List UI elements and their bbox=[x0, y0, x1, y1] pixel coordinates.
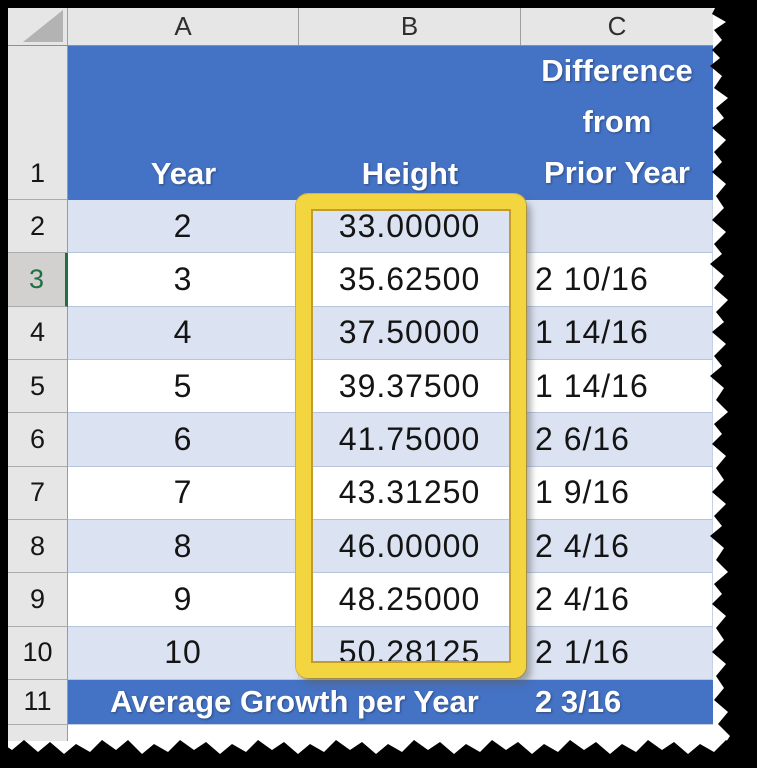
cell-a[interactable]: 6 bbox=[68, 413, 299, 467]
cell-a[interactable]: 3 bbox=[68, 253, 299, 307]
row-header[interactable]: 10 bbox=[8, 626, 68, 680]
row-header[interactable]: 5 bbox=[8, 359, 68, 414]
row-header-active[interactable]: 3 bbox=[8, 253, 68, 307]
cell-c[interactable]: 2 4/16 bbox=[521, 519, 713, 574]
cell-c[interactable]: 2 6/16 bbox=[521, 413, 713, 467]
cell-b[interactable]: 46.00000 bbox=[299, 519, 521, 574]
select-all-triangle-icon bbox=[23, 10, 63, 42]
cell-c[interactable]: 1 14/16 bbox=[521, 306, 713, 360]
cell-year-header[interactable]: Year bbox=[68, 46, 299, 200]
table-row: 6 6 41.75000 2 6/16 bbox=[8, 413, 713, 467]
column-header-c[interactable]: C bbox=[607, 11, 627, 41]
cell-a[interactable]: 4 bbox=[68, 306, 299, 360]
cell-a[interactable]: 9 bbox=[68, 573, 299, 627]
cell-a[interactable]: 10 bbox=[68, 626, 299, 680]
cell-c[interactable]: 2 4/16 bbox=[521, 573, 713, 627]
row-header[interactable]: 6 bbox=[8, 413, 68, 467]
row-header-1[interactable]: 1 bbox=[8, 46, 68, 200]
table-row: 8 8 46.00000 2 4/16 bbox=[8, 519, 713, 574]
cell-a[interactable]: 5 bbox=[68, 359, 299, 414]
diff-header-line2: from bbox=[582, 104, 652, 139]
cell-b[interactable]: 43.31250 bbox=[299, 466, 521, 520]
table-row: 3 3 35.62500 2 10/16 bbox=[8, 253, 713, 307]
row-header[interactable]: 2 bbox=[8, 200, 68, 254]
row-header[interactable]: 8 bbox=[8, 519, 68, 574]
cell-c[interactable]: 2 1/16 bbox=[521, 626, 713, 680]
cell-b[interactable]: 48.25000 bbox=[299, 573, 521, 627]
cell-height-header[interactable]: Height bbox=[299, 46, 521, 200]
table-row: 5 5 39.37500 1 14/16 bbox=[8, 359, 713, 414]
cell-c[interactable]: 2 10/16 bbox=[521, 253, 713, 307]
column-header-b[interactable]: B bbox=[299, 8, 521, 45]
row-header[interactable]: 7 bbox=[8, 466, 68, 520]
row-header[interactable]: 4 bbox=[8, 306, 68, 360]
table-row: 4 4 37.50000 1 14/16 bbox=[8, 306, 713, 360]
cell-a[interactable]: 8 bbox=[68, 519, 299, 574]
cell-b[interactable]: 50.28125 bbox=[299, 626, 521, 680]
cell-c[interactable]: 1 9/16 bbox=[521, 466, 713, 520]
cell-b[interactable]: 35.62500 bbox=[299, 253, 521, 307]
table-row: 10 10 50.28125 2 1/16 bbox=[8, 626, 713, 680]
table-row: 7 7 43.31250 1 9/16 bbox=[8, 466, 713, 520]
cell-summary-label[interactable]: Average Growth per Year bbox=[68, 679, 521, 725]
summary-row: 11 Average Growth per Year 2 3/16 bbox=[8, 679, 713, 725]
table-row: 2 2 33.00000 bbox=[8, 200, 713, 254]
cell-c[interactable]: 1 14/16 bbox=[521, 359, 713, 414]
cell-diff-header[interactable]: Difference from Prior Year bbox=[521, 46, 713, 200]
diff-header-line3: Prior Year bbox=[544, 155, 690, 190]
column-header-row: A B C bbox=[8, 8, 713, 46]
cell-b[interactable]: 39.37500 bbox=[299, 359, 521, 414]
select-all-corner[interactable] bbox=[8, 8, 68, 45]
cell-b[interactable]: 41.75000 bbox=[299, 413, 521, 467]
spreadsheet: A B C 1 Year Height Difference from Prio… bbox=[8, 8, 713, 725]
column-header-a[interactable]: A bbox=[68, 8, 299, 45]
cell-a[interactable]: 7 bbox=[68, 466, 299, 520]
diff-header-line1: Difference bbox=[541, 53, 693, 88]
cell-c[interactable] bbox=[521, 200, 713, 254]
cell-summary-value[interactable]: 2 3/16 bbox=[521, 679, 713, 725]
row-header-11[interactable]: 11 bbox=[8, 679, 68, 725]
table-row: 9 9 48.25000 2 4/16 bbox=[8, 573, 713, 627]
table-header-row: 1 Year Height Difference from Prior Year bbox=[8, 46, 713, 200]
row-header[interactable]: 9 bbox=[8, 573, 68, 627]
cell-b[interactable]: 33.00000 bbox=[299, 200, 521, 254]
cell-a[interactable]: 2 bbox=[68, 200, 299, 254]
cell-b[interactable]: 37.50000 bbox=[299, 306, 521, 360]
row-header-column-stub bbox=[8, 725, 68, 741]
